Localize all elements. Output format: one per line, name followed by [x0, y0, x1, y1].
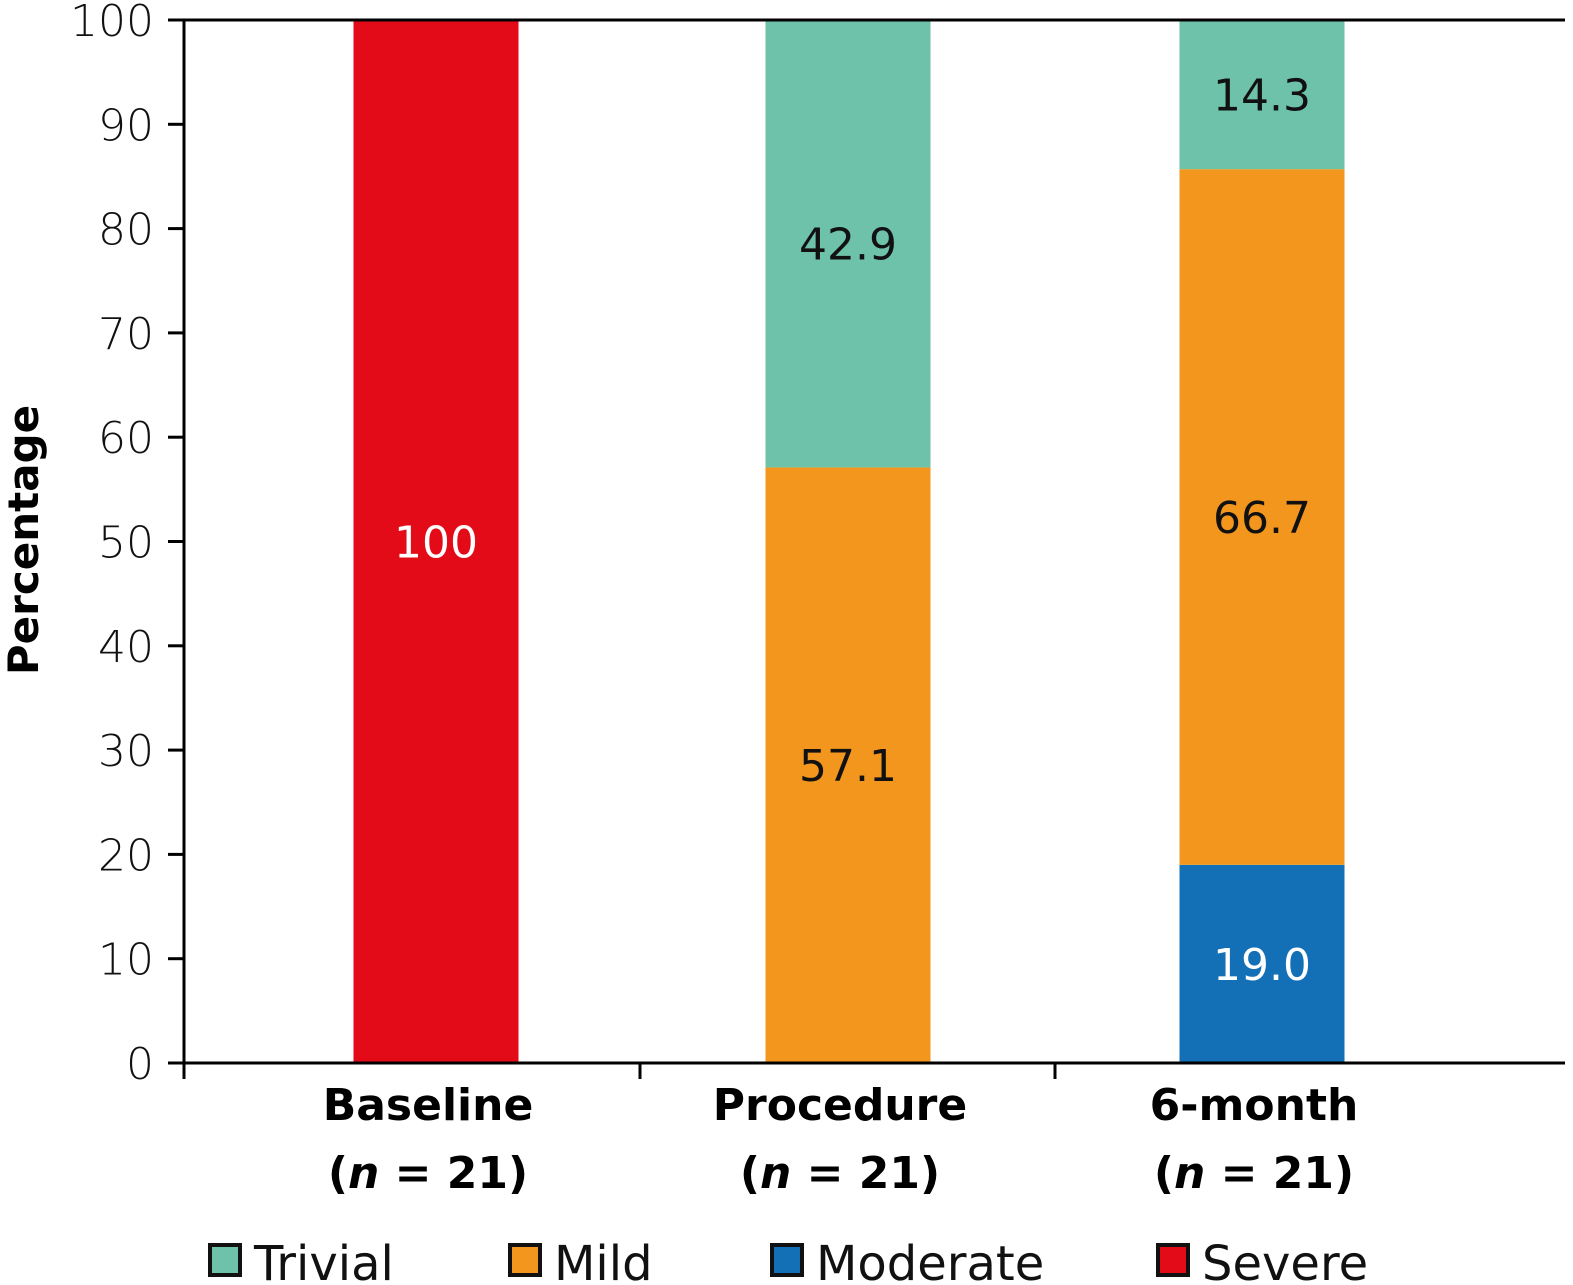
bar-segment-severe-baseline: [353, 20, 519, 1063]
legend-swatch: [770, 1243, 804, 1277]
y-axis-label-group: Percentage: [0, 405, 48, 675]
legend: Trivial Mild Moderate Severe: [208, 1236, 1368, 1285]
bar-segment-mild-procedure: [765, 467, 931, 1063]
legend-label: Moderate: [816, 1236, 1044, 1285]
y-tick-label: 60: [98, 413, 154, 464]
legend-swatch: [208, 1243, 242, 1277]
y-tick-label: 0: [126, 1039, 154, 1090]
bar-segment-trivial-6-month: [1179, 20, 1345, 170]
y-tick-label: 100: [70, 0, 154, 47]
bar-segment-moderate-6-month: [1179, 864, 1345, 1063]
legend-item-mild: Mild: [508, 1236, 653, 1285]
bar-segment-trivial-procedure: [765, 20, 931, 468]
x-tick-label-baseline: Baseline: [323, 1080, 534, 1131]
legend-label: Mild: [554, 1236, 653, 1285]
y-tick-label: 90: [98, 100, 154, 151]
legend-swatch: [508, 1243, 542, 1277]
data-labels-group: 100 57.1 42.9 19.0 66.7 14.3: [394, 71, 1311, 991]
bars-group: [353, 20, 1345, 1063]
x-tick-label-procedure: Procedure: [713, 1080, 967, 1131]
data-label-mild-procedure: 57.1: [799, 741, 897, 792]
data-label-mild-6-month: 66.7: [1213, 493, 1311, 544]
legend-item-trivial: Trivial: [208, 1236, 394, 1285]
legend-swatch: [1156, 1243, 1190, 1277]
x-tick-sublabel-n: (n = 21): [328, 1148, 528, 1199]
legend-label: Severe: [1202, 1236, 1368, 1285]
y-tick-label: 10: [98, 935, 154, 986]
x-tick-label-6-month: 6-month: [1150, 1080, 1359, 1131]
y-axis: 0 10 20 30 40 50 60 70 80 90 100: [70, 0, 186, 1090]
x-axis: Baseline (n = 21) Procedure (n = 21) 6-month…: [184, 18, 1565, 1199]
y-tick-label: 80: [98, 205, 154, 256]
legend-label: Trivial: [253, 1236, 394, 1285]
y-tick-label: 50: [98, 518, 154, 569]
data-label-severe-baseline: 100: [394, 518, 478, 569]
y-tick-label: 30: [98, 726, 154, 777]
y-tick-label: 40: [98, 622, 154, 673]
y-axis-label: Percentage: [0, 405, 48, 675]
x-tick-sublabel-n: (n = 21): [740, 1148, 940, 1199]
data-label-trivial-6-month: 14.3: [1213, 71, 1311, 122]
legend-item-moderate: Moderate: [770, 1236, 1044, 1285]
bar-segment-mild-6-month: [1179, 169, 1345, 865]
y-tick-label: 20: [98, 830, 154, 881]
legend-item-severe: Severe: [1156, 1236, 1368, 1285]
x-tick-sublabel-n: (n = 21): [1154, 1148, 1354, 1199]
y-tick-label: 70: [98, 309, 154, 360]
data-label-trivial-procedure: 42.9: [799, 220, 897, 271]
data-label-moderate-6-month: 19.0: [1213, 940, 1311, 991]
